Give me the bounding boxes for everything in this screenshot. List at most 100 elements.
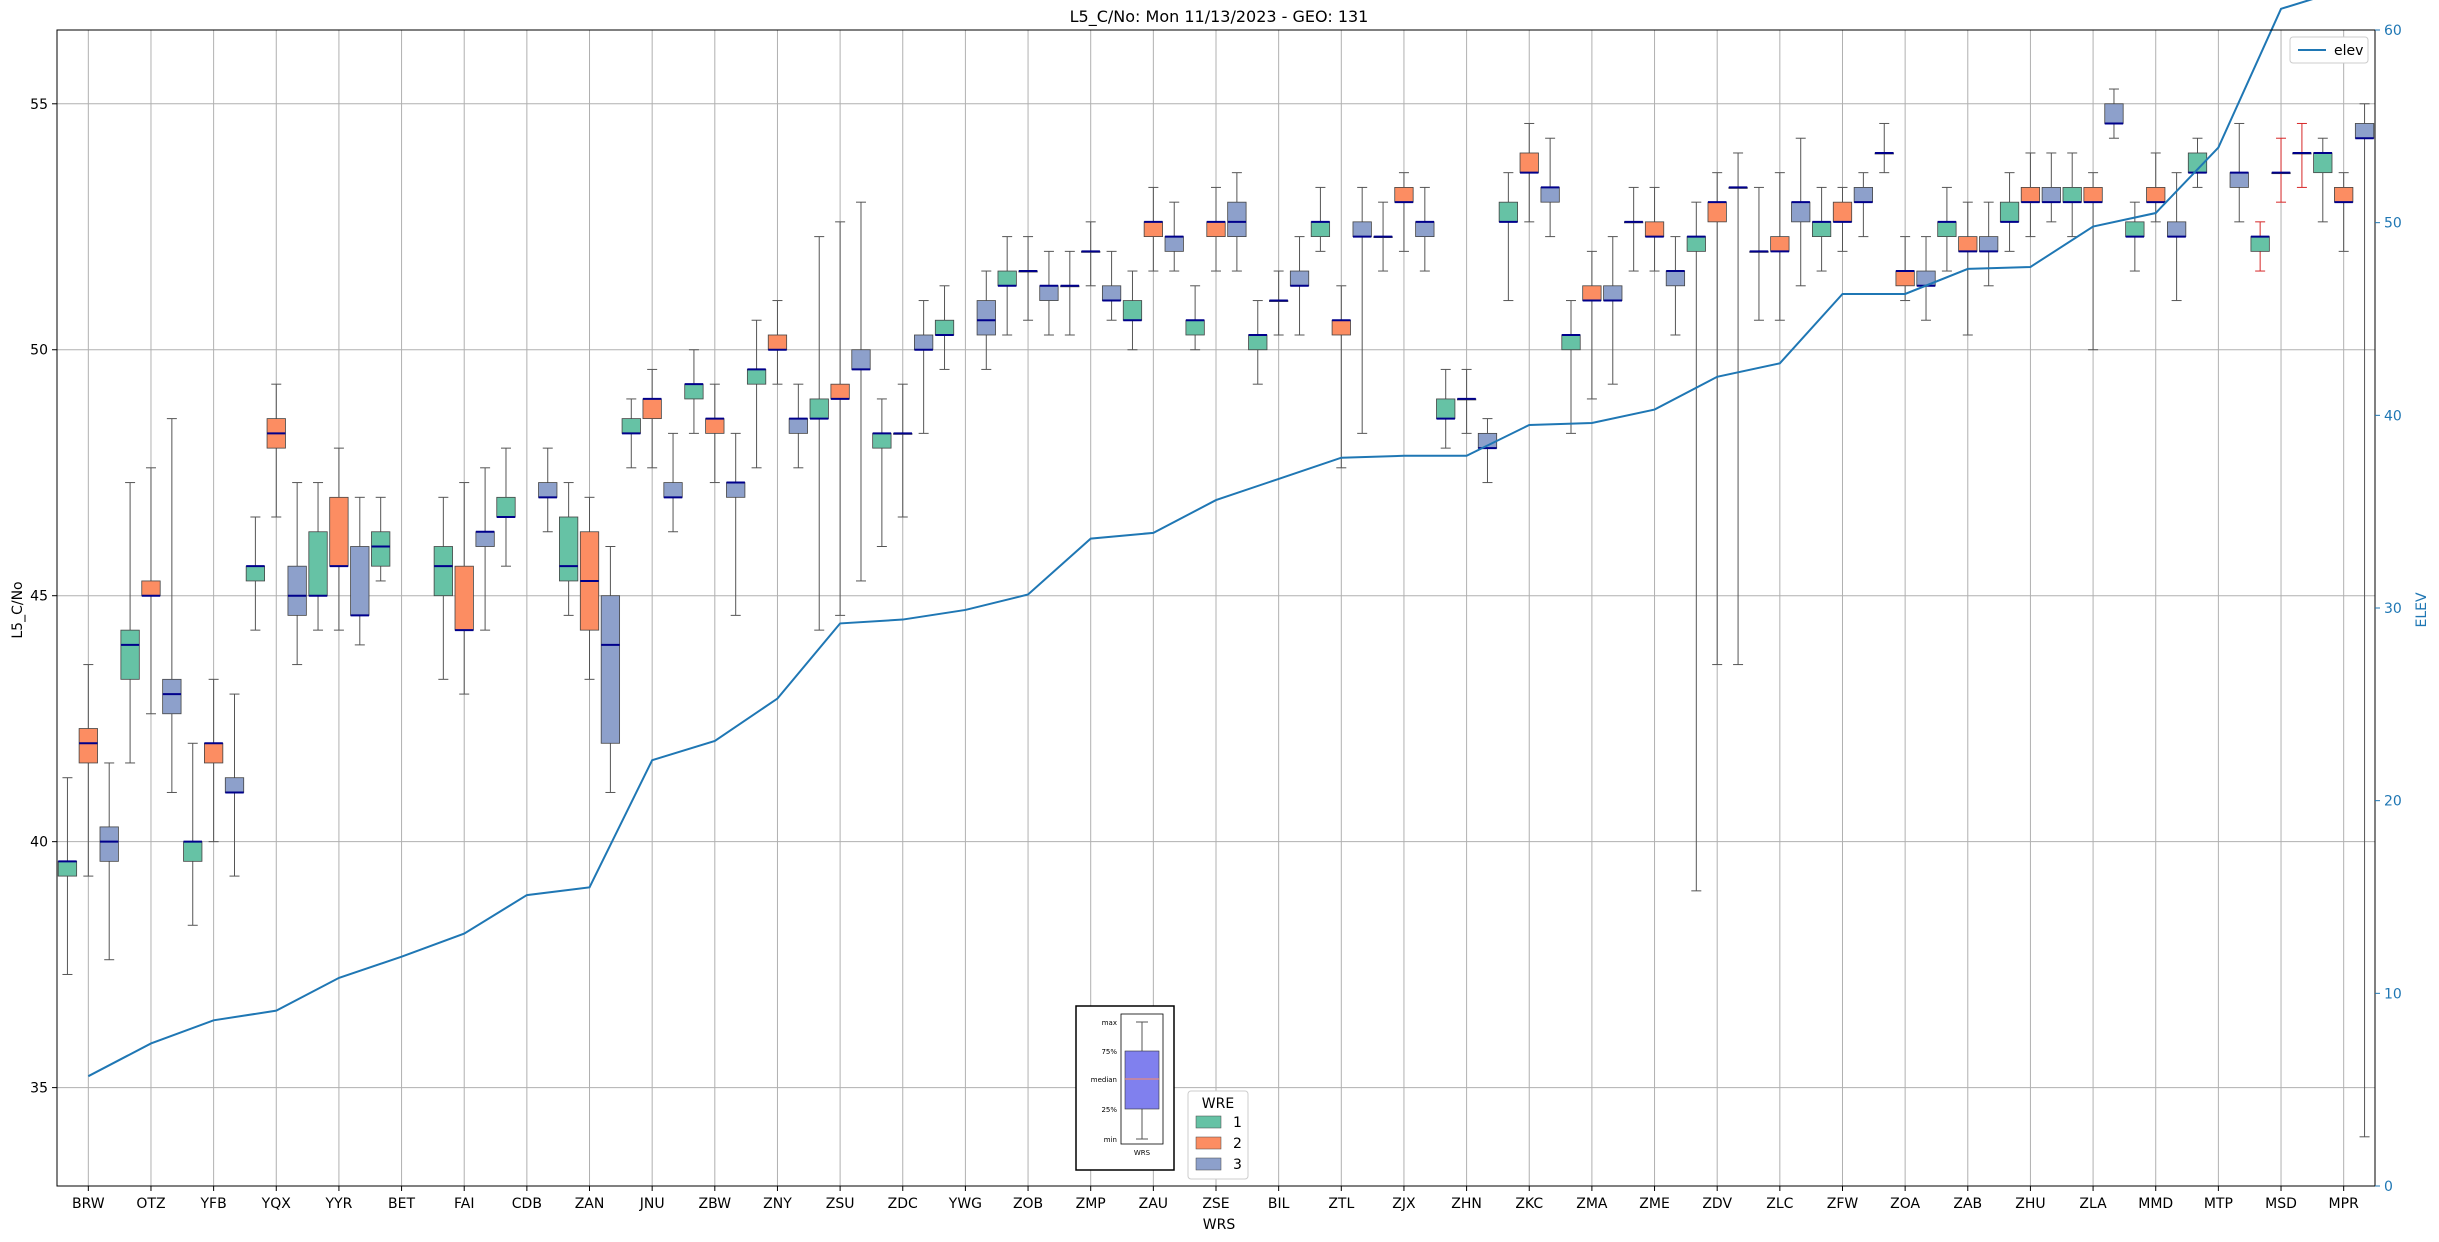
box-iqr (2354, 123, 2375, 139)
box-iqr (976, 300, 996, 336)
x-tick-label: ZME (1639, 1196, 1670, 1212)
box-iqr (788, 418, 808, 434)
box-ZTL-wre3 (1352, 186, 1372, 434)
x-tick-label: YYR (324, 1196, 352, 1212)
box-ZBW-wre2 (705, 383, 725, 484)
box-iqr (2062, 187, 2082, 203)
x-tick-label: ZSE (1202, 1196, 1229, 1212)
box-FAI-wre2 (454, 482, 474, 695)
box-FAI-wre1 (433, 496, 453, 680)
box-MTP-wre3 (2229, 122, 2249, 223)
box-YQX-wre2 (266, 383, 286, 518)
box-iqr (1644, 221, 1665, 238)
box-ZAU-wre2 (1143, 186, 1163, 272)
x-tick-label: MMD (2138, 1196, 2173, 1212)
box-iqr (224, 777, 245, 793)
x-tick-label: ZAB (1953, 1196, 1982, 1212)
box-FAI-wre3 (475, 467, 495, 631)
box-ZKC-wre3 (1540, 137, 1560, 238)
x-tick-label: MPR (2329, 1196, 2360, 1212)
box-iqr (1415, 221, 1435, 238)
box-iqr (1937, 221, 1957, 238)
box-iqr (350, 546, 370, 616)
box-BIL-wre2 (1269, 270, 1289, 336)
inset-label: 75% (1101, 1048, 1117, 1056)
box-OTZ-wre1 (120, 482, 140, 764)
box-iqr (1498, 201, 1518, 223)
x-tick-label: ZFW (1827, 1196, 1859, 1212)
x-tick-label: ZJX (1392, 1196, 1416, 1212)
box-iqr (1686, 236, 1706, 252)
box-iqr (1227, 201, 1247, 238)
box-MSD-wre3 (2292, 122, 2312, 188)
box-ZLA-wre3 (2104, 88, 2124, 139)
box-iqr (2041, 187, 2061, 203)
box-ZHU-wre1 (1999, 172, 2020, 252)
x-tick-label: BET (388, 1196, 415, 1212)
box-ZMP-wre1 (1060, 250, 1080, 336)
box-iqr (1540, 187, 1560, 203)
box-ZMA-wre2 (1582, 250, 1602, 400)
box-YQX-wre3 (287, 482, 307, 666)
x-tick-label: MTP (2204, 1196, 2233, 1212)
box-iqr (371, 531, 391, 567)
y2-tick-label: 30 (2384, 601, 2402, 617)
box-ZOA-wre3 (1916, 236, 1936, 321)
box-ZMA-wre1 (1561, 300, 1581, 434)
box-iqr (1979, 236, 1999, 252)
box-MMD-wre3 (2166, 172, 2187, 302)
box-key-inset: max 75% median 25% min WRS (1075, 1005, 1175, 1171)
box-iqr (1310, 221, 1331, 238)
box-BIL-wre1 (1248, 300, 1268, 385)
box-ZME-wre2 (1644, 186, 1665, 272)
box-JNU-wre2 (642, 368, 662, 469)
y2-tick-label: 20 (2384, 794, 2402, 810)
x-tick-label: ZBW (699, 1196, 732, 1212)
y2-tick-label: 10 (2384, 986, 2402, 1002)
inset-label: min (1104, 1136, 1117, 1144)
box-ZJX-wre1 (1373, 201, 1393, 272)
box-iqr (1832, 201, 1853, 223)
box-ZLC-wre3 (1791, 137, 1811, 287)
box-YWG-wre1 (934, 285, 955, 370)
box-YFB-wre3 (224, 693, 245, 877)
wre-legend-label: 2 (1233, 1136, 1242, 1152)
elev-line-layer (87, 0, 2314, 1078)
y-tick-label: 55 (30, 97, 48, 113)
box-iqr (1248, 334, 1268, 351)
box-ZMP-wre2 (1081, 221, 1101, 287)
y2-tick-label: 60 (2384, 23, 2402, 39)
box-iqr (454, 565, 474, 631)
box-iqr (1707, 201, 1727, 223)
x-tick-label: ZTL (1328, 1196, 1354, 1212)
x-tick-label: ZLA (2079, 1196, 2107, 1212)
x-tick-label: ZMP (1076, 1196, 1106, 1212)
box-MSD-wre1 (2250, 221, 2270, 272)
box-iqr (162, 678, 182, 715)
box-ZSU-wre2 (830, 221, 850, 616)
box-OTZ-wre2 (141, 467, 161, 715)
wre-legend-swatch (1195, 1157, 1222, 1171)
x-tick-label: YQX (261, 1196, 292, 1212)
box-iqr (621, 418, 641, 434)
box-iqr (1770, 236, 1790, 252)
box-plots (57, 88, 2375, 1138)
box-iqr (997, 270, 1017, 287)
box-iqr (1206, 221, 1226, 238)
box-iqr (1811, 221, 1832, 238)
box-BRW-wre3 (99, 762, 119, 961)
box-ZOB-wre3 (1039, 250, 1059, 336)
box-iqr (746, 369, 767, 385)
box-ZAN-wre1 (559, 482, 579, 616)
box-iqr (851, 349, 871, 370)
box-iqr (1143, 221, 1163, 238)
box-ZAB-wre1 (1937, 186, 1957, 272)
box-ZAU-wre1 (1122, 270, 1143, 351)
axes: 35 40 45 50 55 0 10 20 30 40 50 60 BRW OTZ YFB YQX YYR BE… (30, 23, 2402, 1212)
box-ZMA-wre3 (1603, 236, 1623, 385)
y2-axis-label: ELEV (2414, 592, 2430, 627)
box-ZSU-wre3 (851, 201, 871, 582)
box-iqr (538, 482, 558, 498)
box-iqr (204, 742, 224, 764)
box-MMD-wre1 (2125, 201, 2145, 272)
